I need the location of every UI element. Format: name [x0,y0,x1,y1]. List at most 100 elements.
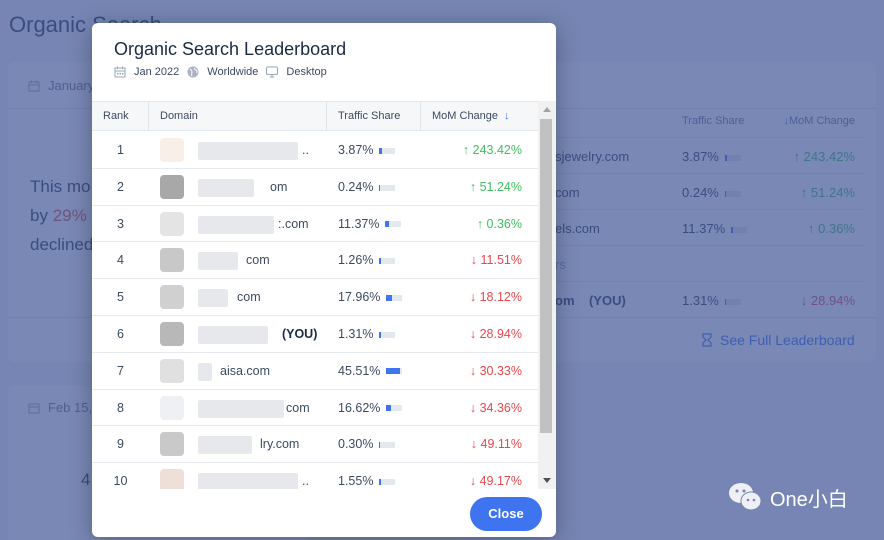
traffic-bar [379,442,396,449]
rank-cell: 9 [117,437,124,452]
redacted-domain [198,215,274,234]
table-row[interactable]: 5 com 17.96% ↓ 18.12% [92,279,538,316]
domain-cell[interactable]: om [270,179,288,194]
mom-change-cell: ↓ 11.51% [470,253,522,268]
domain-cell[interactable]: com [246,253,270,268]
table-row[interactable]: 8 com 16.62% ↓ 34.36% [92,390,538,427]
column-traffic-share[interactable]: Traffic Share [327,102,421,131]
table-row[interactable]: 3 :.com 11.37% ↑ 0.36% [92,206,538,243]
domain-cell[interactable]: :.com [278,216,309,231]
table-row[interactable]: 10.. 1.55% ↓ 49.17% [92,463,538,489]
traffic-share-cell: 3.87% [338,143,396,157]
column-domain[interactable]: Domain [149,102,327,131]
meta-device: Desktop [286,66,327,78]
rank-cell: 8 [117,400,124,415]
domain-cell[interactable]: aisa.com [220,363,271,378]
rank-cell: 1 [117,143,124,157]
rank-cell: 4 [117,253,124,268]
domain-favicon [160,138,184,162]
redacted-domain [198,399,284,418]
traffic-share-cell: 0.24% [338,180,396,194]
table-row-you[interactable]: 6 (YOU) 1.31% ↓ 28.94% [92,316,538,353]
traffic-share-cell: 0.30% [338,437,396,451]
domain-favicon [160,174,184,199]
table-row[interactable]: 4 com 1.26% ↓ 11.51% [92,242,538,280]
meta-date: Jan 2022 [134,66,180,78]
redacted-domain [198,436,252,455]
domain-favicon [160,211,184,236]
domain-cell[interactable]: com [286,400,310,415]
traffic-bar [379,147,396,154]
redacted-domain [198,362,212,381]
scrollbar-thumb[interactable] [540,119,552,433]
rank-cell: 10 [113,474,128,489]
mom-change-cell: ↓ 34.36% [469,400,522,415]
table-row[interactable]: 7 aisa.com 45.51% ↓ 30.33% [92,353,538,390]
traffic-bar [386,405,403,412]
domain-favicon [160,248,184,273]
table-header: Rank Domain Traffic Share MoM Change ↓ [92,101,538,131]
traffic-share-cell: 17.96% [338,290,403,304]
traffic-share-cell: 1.31% [338,327,396,341]
calendar-icon [114,66,126,78]
close-button[interactable]: Close [470,497,542,531]
modal-title: Organic Search Leaderboard [114,39,347,59]
rank-cell: 6 [117,326,124,341]
scroll-up-icon[interactable] [543,107,551,112]
rank-cell: 3 [117,216,124,231]
redacted-domain [198,473,298,489]
domain-favicon [160,395,184,420]
traffic-share-cell: 1.55% [338,474,396,488]
rank-cell: 5 [117,290,124,305]
redacted-domain [198,178,254,197]
leaderboard-table: Rank Domain Traffic Share MoM Change ↓ 1.… [92,101,556,489]
domain-cell[interactable]: lry.com [260,437,300,452]
scroll-down-icon[interactable] [543,478,551,483]
traffic-share-cell: 45.51% [338,364,403,378]
globe-icon [187,66,199,78]
domain-favicon [160,321,184,346]
traffic-bar [386,294,403,301]
traffic-bar [386,368,403,375]
mom-change-cell: ↓ 28.94% [469,326,522,341]
redacted-domain [198,252,238,271]
domain-cell[interactable]: (YOU) [275,327,317,341]
mom-change-cell: ↑ 243.42% [462,143,522,157]
mom-change-cell: ↓ 49.11% [470,437,522,452]
rank-cell: 2 [117,179,124,194]
column-mom-change[interactable]: MoM Change ↓ [432,110,510,122]
traffic-bar [379,331,396,338]
traffic-share-cell: 1.26% [338,253,396,267]
domain-cell[interactable]: .. [302,143,309,157]
domain-favicon [160,285,184,310]
table-scrollbar[interactable] [538,101,556,489]
table-row[interactable]: 2 om 0.24% ↑ 51.24% [92,169,538,206]
traffic-bar [385,221,402,228]
domain-favicon [160,469,184,489]
mom-change-cell: ↑ 51.24% [469,179,522,194]
redacted-domain [198,289,228,308]
watermark: One小白 [728,482,848,512]
table-row[interactable]: 9 lry.com 0.30% ↓ 49.11% [92,426,538,464]
you-badge: (YOU) [281,326,318,341]
meta-region: Worldwide [207,66,259,78]
redacted-domain [198,325,268,344]
domain-cell[interactable]: .. [302,474,309,489]
desktop-icon [266,66,279,78]
wechat-icon [729,483,762,511]
column-rank[interactable]: Rank [92,102,149,131]
domain-favicon [160,432,184,457]
mom-change-cell: ↑ 0.36% [476,216,522,231]
traffic-share-cell: 11.37% [338,217,402,231]
rank-cell: 7 [117,363,124,378]
table-row[interactable]: 1.. 3.87% ↑ 243.42% [92,132,538,169]
redacted-domain [198,142,298,160]
table-body: 1.. 3.87% ↑ 243.42% 2 om 0.24% ↑ 51.24% 3 :.com 1… [92,132,538,489]
domain-cell[interactable]: com [237,290,261,305]
traffic-bar [379,184,396,191]
traffic-share-cell: 16.62% [338,401,403,415]
mom-change-cell: ↓ 18.12% [469,290,522,305]
traffic-bar [379,478,396,485]
leaderboard-modal: Organic Search Leaderboard Jan 2022 Worl… [92,23,556,537]
traffic-bar [379,258,396,265]
